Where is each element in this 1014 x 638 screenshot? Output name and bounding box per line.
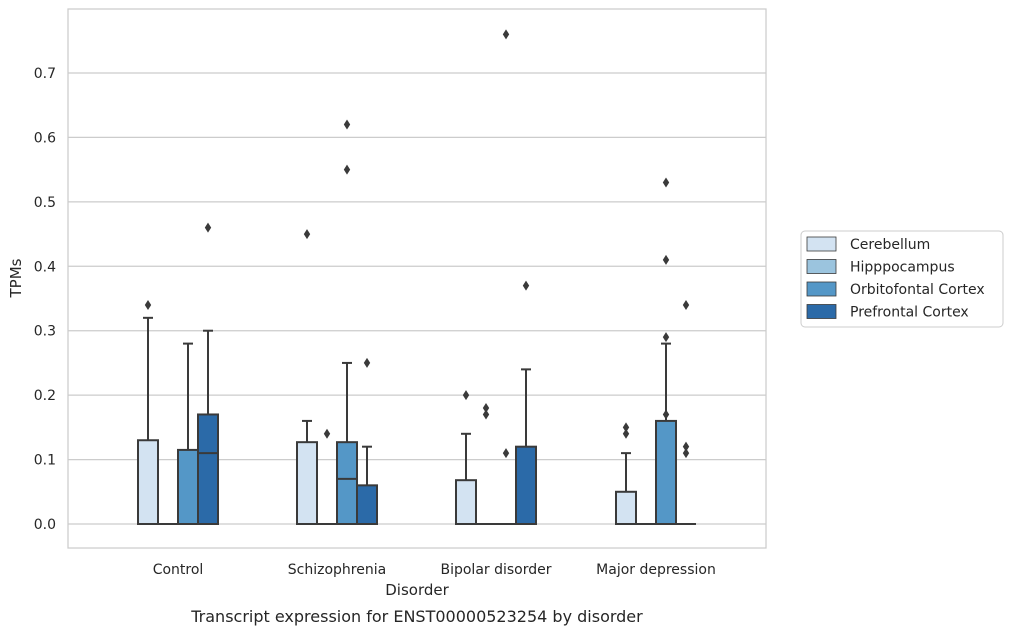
outlier-point xyxy=(662,409,670,420)
box-group xyxy=(317,428,337,525)
outlier-point xyxy=(323,428,331,439)
plot-frame xyxy=(67,8,767,549)
box-group xyxy=(676,299,696,525)
y-tick-label: 0.4 xyxy=(34,259,56,275)
outlier-point xyxy=(363,357,371,368)
legend-swatch xyxy=(806,236,837,252)
outlier-point xyxy=(502,448,510,459)
legend-label: Prefrontal Cortex xyxy=(850,305,969,321)
box-group xyxy=(296,229,318,526)
box xyxy=(615,490,637,525)
x-axis-label: Disorder xyxy=(385,581,449,599)
y-tick-label: 0.5 xyxy=(34,195,56,211)
box-group xyxy=(455,390,477,525)
box-group xyxy=(476,403,496,525)
outlier-point xyxy=(482,409,490,420)
y-tick-label: 0.3 xyxy=(34,324,56,340)
box-group xyxy=(655,177,677,525)
legend-swatch xyxy=(806,259,837,274)
box xyxy=(197,413,219,526)
box-group xyxy=(137,299,159,525)
box xyxy=(177,448,199,525)
box xyxy=(296,441,318,526)
legend: Cerebellum Hipppocampus Orbitofontal Corte… xyxy=(800,230,1004,328)
outlier-point xyxy=(622,428,630,439)
legend-swatch xyxy=(806,304,837,319)
outlier-point xyxy=(502,29,510,40)
box-group xyxy=(336,119,358,526)
y-tick-label: 0.7 xyxy=(34,66,56,82)
outlier-point xyxy=(662,332,670,343)
x-tick-label: Schizophrenia xyxy=(288,562,386,578)
outlier-point xyxy=(482,403,490,414)
outlier-point xyxy=(682,448,690,459)
outlier-point xyxy=(462,390,470,401)
y-tick-labels: 0.0 0.1 0.2 0.3 0.4 0.5 0.6 0.7 xyxy=(34,66,56,533)
box xyxy=(655,419,677,525)
legend-swatch xyxy=(806,281,837,297)
box-group xyxy=(356,357,378,526)
box-group xyxy=(197,222,219,526)
y-axis-label: TPMs xyxy=(7,258,25,298)
box-group xyxy=(615,422,637,525)
legend-label: Cerebellum xyxy=(850,237,930,253)
x-tick-label: Control xyxy=(153,562,204,578)
legend-label: Orbitofontal Cortex xyxy=(850,282,985,298)
y-tick-label: 0.1 xyxy=(34,453,56,469)
x-tick-label: Major depression xyxy=(596,562,716,578)
chart-caption: Transcript expression for ENST0000052325… xyxy=(190,607,643,626)
y-tick-label: 0.2 xyxy=(34,388,56,404)
box-group xyxy=(515,280,537,525)
box xyxy=(137,439,159,525)
box-group xyxy=(177,342,199,525)
legend-frame xyxy=(800,230,1004,328)
outlier-point xyxy=(622,422,630,433)
legend-label: Hipppocampus xyxy=(850,260,955,276)
outlier-point xyxy=(662,254,670,265)
outlier-point xyxy=(204,222,212,233)
outlier-point xyxy=(343,164,351,175)
box-group xyxy=(496,29,516,525)
box xyxy=(455,479,477,525)
outlier-point xyxy=(682,299,690,310)
box xyxy=(356,484,378,526)
outlier-point xyxy=(343,119,351,130)
outlier-point xyxy=(144,299,152,310)
outlier-point xyxy=(682,441,690,452)
box xyxy=(515,445,537,525)
y-tick-label: 0.0 xyxy=(34,517,56,533)
y-tick-label: 0.6 xyxy=(34,130,56,146)
box xyxy=(336,441,358,526)
boxes-layer xyxy=(137,29,696,526)
outlier-point xyxy=(522,280,530,291)
x-tick-labels: Control Schizophrenia Bipolar disorder Majo… xyxy=(153,562,716,578)
x-tick-label: Bipolar disorder xyxy=(440,562,551,578)
outlier-point xyxy=(662,177,670,188)
outlier-point xyxy=(303,229,311,240)
